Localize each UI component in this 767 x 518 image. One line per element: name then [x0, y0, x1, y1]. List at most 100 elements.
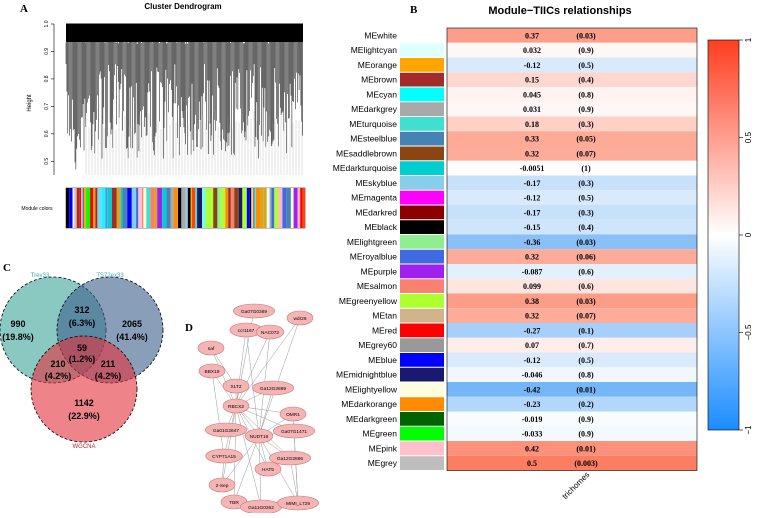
heatmap-pvalue: (0.4)	[578, 76, 594, 85]
dendrogram-dense-region	[66, 24, 303, 42]
heatmap-correlation: 0.18	[525, 120, 539, 129]
network-node	[286, 310, 314, 326]
module-color-segment	[290, 188, 294, 228]
heatmap-cell	[447, 455, 697, 471]
network-node-label: BBX19	[205, 369, 220, 375]
module-swatch	[400, 456, 444, 470]
heatmap-row-label: MElightcyan	[351, 45, 398, 55]
heatmap-cell	[447, 146, 697, 161]
heatmap-correlation: -0.12	[524, 61, 541, 70]
venn-count-c-only: 1142	[74, 398, 94, 408]
heatmap-row-label: MEdarkorange	[341, 399, 397, 409]
module-color-segment	[74, 188, 76, 228]
network-node-label: TBR	[229, 500, 239, 506]
network-node	[244, 428, 274, 444]
heatmap-row-label: MEdarkgrey	[351, 104, 398, 114]
heatmap-xlabel: trichomes	[561, 470, 592, 501]
module-color-segment	[254, 188, 256, 228]
colorbar-tick-label: 0	[744, 232, 753, 237]
heatmap-row-label: MEturquoise	[349, 119, 397, 129]
heatmap-cell	[447, 175, 697, 191]
heatmap-correlation: 0.045	[523, 90, 541, 99]
venn-pct-c-only: (22.9%)	[68, 411, 100, 421]
panel-a-letter: A	[20, 3, 28, 15]
heatmap-row-label: MEsteelblue	[350, 134, 397, 144]
heatmap-pvalue: (0.6)	[578, 267, 594, 276]
heatmap-correlation: -0.033	[522, 430, 543, 439]
heatmap-correlation: -0.019	[522, 415, 543, 424]
module-swatch	[400, 117, 444, 131]
module-color-segment	[278, 188, 283, 228]
module-color-segment	[146, 188, 151, 228]
module-color-segment	[131, 188, 137, 228]
module-color-segment	[207, 188, 212, 228]
network-node	[222, 398, 250, 414]
module-swatch	[400, 308, 444, 323]
heatmap-correlation: 0.031	[523, 105, 541, 114]
heatmap-cell	[447, 234, 697, 250]
ppi-network: saf ccr1167 Ga07G0369 wdr26 BBX19 NAC072 XLT2 G…	[197, 303, 319, 515]
module-color-segment	[255, 188, 261, 228]
heatmap-correlation: -0.0051	[520, 164, 545, 173]
heatmap-cell	[447, 411, 697, 427]
network-node-label: CYP71A15	[212, 454, 236, 460]
heatmap-cell	[447, 219, 697, 235]
module-color-segment	[122, 188, 128, 228]
module-swatch	[400, 87, 444, 102]
module-color-segment	[101, 188, 106, 228]
heatmap-cell	[447, 205, 697, 220]
heatmap-pvalue: (0.9)	[578, 105, 594, 114]
network-edge	[221, 405, 237, 486]
network-node-label: Ga12G2866	[277, 456, 303, 462]
network-node-label: Ga07G1471	[281, 429, 307, 435]
heatmap-cell	[447, 160, 697, 176]
heatmap-row-label: MEdarkred	[355, 207, 397, 217]
module-color-segment	[185, 188, 188, 228]
dendrogram-y-tick-label: 0.6	[44, 130, 50, 137]
heatmap-cell	[447, 382, 697, 397]
module-color-segment	[67, 188, 70, 228]
heatmap-row-label: MEblue	[368, 355, 397, 365]
module-color-segment	[116, 188, 121, 228]
module-color-segment	[120, 188, 123, 228]
module-color-segment	[72, 188, 75, 228]
heatmap-cell	[447, 308, 697, 323]
venn-pct-b-only: (41.4%)	[116, 332, 148, 342]
heatmap-pvalue: (0.9)	[578, 430, 594, 439]
heatmap-row-label: MEblack	[364, 222, 397, 232]
heatmap-pvalue: (0.5)	[578, 356, 594, 365]
heatmap-pvalue: (0.07)	[576, 149, 596, 158]
heatmap-pvalue: (0.06)	[576, 253, 596, 262]
module-color-segment	[211, 188, 214, 228]
heatmap-row-label: MElightyellow	[345, 384, 398, 394]
module-color-segment	[69, 188, 73, 228]
network-node	[233, 303, 276, 319]
heatmap-title: Module−TIICs relationships	[488, 5, 631, 17]
module-color-segment	[86, 188, 91, 228]
module-color-segment	[191, 188, 196, 228]
network-edge	[293, 430, 299, 504]
heatmap-pvalue: (0.2)	[578, 400, 594, 409]
module-color-segment	[79, 188, 82, 228]
module-color-segment	[150, 188, 155, 228]
heatmap-cell	[447, 101, 697, 117]
network-node	[276, 495, 319, 511]
panel-d-letter: D	[185, 322, 193, 334]
module-color-segment	[170, 188, 174, 228]
module-color-segment	[75, 188, 77, 228]
dendrogram-y-ticks: 0.5 0.6 0.7 0.8 0.9 1.0	[44, 20, 54, 165]
heatmap-pvalue: (0.003)	[574, 459, 598, 468]
heatmap-pvalue: (0.6)	[578, 282, 594, 291]
panel-a: A Cluster Dendrogram Height 0.5 0.6 0.7 0.8…	[20, 2, 306, 229]
heatmap-row-label: MEgrey60	[358, 340, 397, 350]
heatmap-correlation: -0.12	[524, 356, 541, 365]
panel-d: D saf ccr1167 Ga07G0369 wdr26 BBX19 NAC072 XLT…	[185, 303, 319, 515]
heatmap-cell	[447, 352, 697, 368]
module-swatch	[400, 353, 444, 367]
module-color-segment	[157, 188, 162, 228]
module-color-segment	[282, 188, 287, 228]
colorbar-tick-label: 1	[744, 37, 753, 42]
module-color-segment	[178, 188, 182, 228]
module-color-segment	[143, 188, 147, 228]
network-node-label: saf	[208, 346, 215, 352]
